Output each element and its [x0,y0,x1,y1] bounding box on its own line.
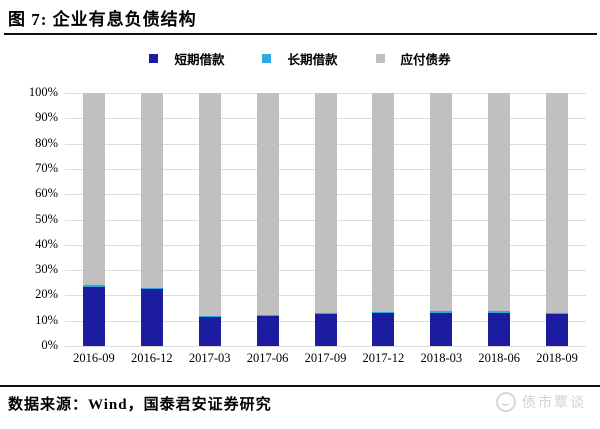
y-tick-label: 30% [35,262,58,277]
chart-legend: 短期借款 长期借款 应付债券 [0,49,600,68]
bar-segment [82,285,105,287]
y-tick-label: 80% [35,135,58,150]
legend-label: 长期借款 [287,53,338,67]
bar-segment [256,314,279,317]
legend-swatch [262,54,272,63]
bar-slot: 2017-09 [297,93,355,365]
x-tick-label: 2017-06 [246,351,289,365]
bar-segment [198,316,221,346]
y-tick-label: 60% [35,186,58,201]
stacked-bar [314,93,337,346]
bar-segment [140,287,163,290]
legend-item: 应付债券 [375,49,451,68]
stacked-bar [82,93,105,346]
legend-swatch [375,54,385,63]
bar-slot: 2016-12 [123,93,181,365]
bar-segment [140,93,163,288]
bar-segment [82,286,105,346]
bar-segment [372,93,395,312]
legend-item: 长期借款 [262,49,338,68]
bar-segment [314,313,337,315]
watermark: 债市覃谈 [496,392,586,412]
bar-segment [430,312,453,346]
bar-segment [372,313,395,346]
bar-segment [256,93,279,315]
y-tick-label: 10% [35,312,58,327]
y-tick-label: 90% [35,110,58,125]
stacked-bar [488,93,511,346]
stacked-bar [140,93,163,346]
x-tick-label: 2018-03 [420,351,463,365]
data-source-note: 数据来源：Wind，国泰君安证券研究 [8,397,272,413]
legend-item: 短期借款 [149,49,224,68]
y-tick-label: 70% [35,160,58,175]
bar-segment [546,313,569,346]
y-tick-label: 50% [35,211,58,226]
footer-divider [0,385,600,387]
legend-label: 应付债券 [400,53,451,67]
bar-segment [488,312,511,346]
bar-segment [430,311,453,313]
x-tick-label: 2018-06 [478,351,521,365]
chart-title: 图 7: 企业有息负债结构 [8,10,197,29]
stacked-bar [198,93,221,346]
stacked-bar [430,93,453,346]
bar-slot: 2018-03 [412,93,470,365]
bar-slot: 2018-09 [528,93,586,365]
bar-segment [488,311,511,313]
bar-slot: 2017-03 [181,93,239,365]
bar-segment [82,93,105,286]
y-tick-label: 20% [35,287,58,302]
bar-segment [372,311,395,314]
y-tick-label: 0% [41,338,58,352]
plot-area: 2016-09 2016-12 2017-03 2017-06 2017-09 2017-… [65,93,586,365]
y-axis-tick-labels: 0% 10% 20% 30% 40% 50% 60% 70% 80% 90% 100% [0,0,58,429]
bar-slot: 2018-06 [470,93,528,365]
wechat-account-logo-icon [496,392,516,412]
legend-swatch [149,54,159,63]
bar-slot: 2016-09 [65,93,123,365]
bar-slot: 2017-12 [354,93,412,365]
title-divider [4,33,597,35]
x-tick-label: 2016-12 [130,351,173,365]
bar-segment [314,93,337,314]
y-tick-label: 100% [28,85,58,99]
bar-segment [314,314,337,346]
stacked-bar [372,93,395,346]
bar-segment [488,93,511,312]
x-tick-label: 2018-09 [536,351,578,365]
bar-segment [198,315,221,317]
stacked-bar [256,93,279,346]
watermark-text: 债市覃谈 [522,396,586,411]
bar-segment [430,93,453,312]
y-tick-label: 40% [35,236,58,251]
legend-label: 短期借款 [174,53,225,67]
bar-slots: 2016-09 2016-12 2017-03 2017-06 2017-09 2017-… [65,93,586,365]
bar-segment [546,312,569,314]
stacked-bar [546,93,569,346]
bar-segment [546,93,569,313]
gridline [65,346,586,347]
bar-segment [256,316,279,346]
bar-slot: 2017-06 [239,93,297,365]
x-tick-label: 2016-09 [73,351,115,365]
x-tick-label: 2017-09 [304,351,347,365]
x-tick-label: 2017-03 [188,351,231,365]
bar-segment [198,93,221,316]
x-tick-label: 2017-12 [362,351,405,365]
bar-segment [140,289,163,346]
